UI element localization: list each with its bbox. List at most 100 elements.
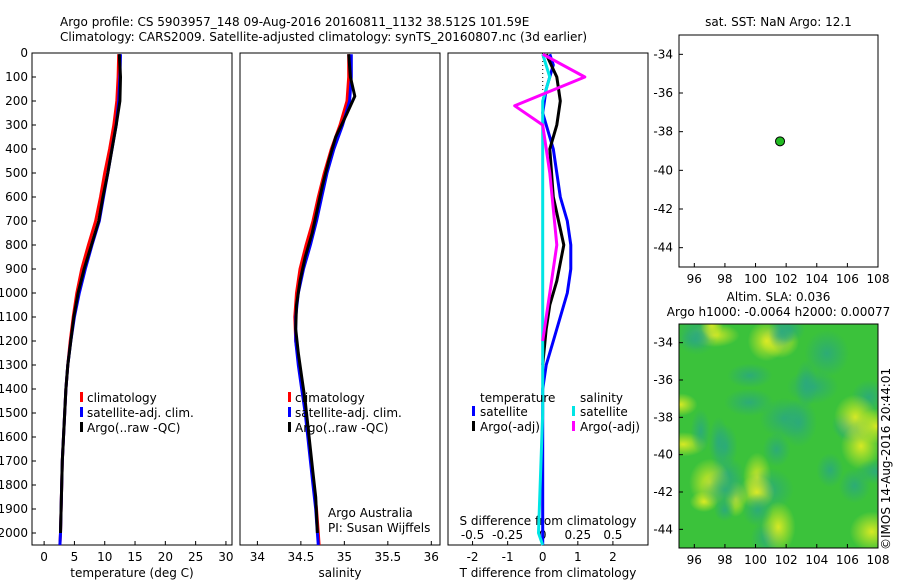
x-tick-label: 108 — [867, 553, 890, 567]
x-tick-label: 0 — [539, 550, 547, 564]
sla-blob — [804, 329, 850, 378]
y-tick-label: -42 — [653, 202, 673, 216]
annotation-text: Argo Australia — [328, 506, 413, 520]
y-tick-label: 1200 — [0, 334, 28, 348]
x-axis-label: salinity — [318, 566, 361, 580]
figure-title-line1: Argo profile: CS 5903957_148 09-Aug-2016… — [60, 15, 529, 29]
y-tick-label: -34 — [653, 47, 673, 61]
y-tick-label: -36 — [653, 86, 673, 100]
series-line — [537, 53, 552, 546]
sla-subtitle: Argo h1000: -0.0064 h2000: 0.00077 — [667, 305, 890, 319]
y-tick-label: 800 — [5, 238, 28, 252]
y-tick-label: -38 — [653, 410, 673, 424]
y-tick-label: -44 — [653, 522, 673, 536]
x-tick-label: 102 — [775, 553, 798, 567]
legend-swatch — [572, 406, 575, 416]
figure-title-line2: Climatology: CARS2009. Satellite-adjuste… — [60, 30, 587, 44]
difference-panel: -2 -1 0 1 2-0.5 -0.25 0 0.25 0.5S difference fro… — [447, 52, 649, 580]
legend-label: Argo(..raw -QC) — [87, 421, 180, 435]
x-tick-label: 100 — [744, 553, 767, 567]
series-line — [513, 52, 587, 342]
sla-blob — [742, 493, 774, 527]
series-line — [59, 54, 122, 534]
x-tick-label: 20 — [158, 550, 173, 564]
x-tick-label: 106 — [836, 553, 859, 567]
series-line — [58, 54, 122, 546]
legend-title: temperature — [480, 391, 555, 405]
salinity-panel: 34 34.5 35 35.5 36 salinity climatologysatelli… — [239, 52, 441, 580]
y-tick-label: 1900 — [0, 502, 28, 516]
y-tick-label: 700 — [5, 214, 28, 228]
x-tick-label: 15 — [127, 550, 142, 564]
location-panel: sat. SST: NaN Argo: 12.1 96 98 100 102 104 106… — [653, 15, 889, 286]
salinity-tick-label: -0.5 — [461, 528, 484, 542]
y-tick-label: 600 — [5, 190, 28, 204]
x-tick-label: 34.5 — [288, 550, 315, 564]
y-tick-label: 100 — [5, 70, 28, 84]
x-tick-label: 1 — [574, 550, 582, 564]
sla-blob — [690, 409, 711, 454]
legend-title: salinity — [580, 391, 623, 405]
x-tick-label: 96 — [687, 272, 702, 286]
salinity-tick-label: -0.25 — [492, 528, 523, 542]
y-tick-label: 1500 — [0, 406, 28, 420]
x-axis-label: temperature (deg C) — [70, 566, 193, 580]
legend-swatch — [80, 407, 83, 417]
legend-swatch — [472, 406, 475, 416]
sla-blob — [759, 397, 809, 439]
y-tick-label: -44 — [653, 241, 673, 255]
x-tick-label: 108 — [867, 272, 890, 286]
x-tick-label: 2 — [609, 550, 617, 564]
y-tick-label: -40 — [653, 163, 673, 177]
legend-swatch — [288, 392, 291, 402]
sla-blob — [708, 416, 730, 468]
legend-swatch — [572, 421, 575, 431]
series-line — [294, 54, 353, 546]
x-tick-label: 25 — [188, 550, 203, 564]
x-tick-label: 34 — [250, 550, 265, 564]
x-tick-label: 102 — [775, 272, 798, 286]
legend-label: satellite — [480, 405, 528, 419]
y-tick-label: -40 — [653, 448, 673, 462]
sla-blob — [679, 393, 698, 416]
sla-blob — [768, 324, 795, 353]
sla-blob — [680, 328, 711, 350]
x-tick-label: 5 — [71, 550, 79, 564]
sla-blob — [855, 458, 878, 485]
legend-swatch — [80, 392, 83, 402]
sla-blob — [849, 511, 878, 548]
sla-frame — [678, 323, 879, 549]
y-tick-label: 1700 — [0, 454, 28, 468]
legend-label: satellite — [580, 405, 628, 419]
x-tick-label: 98 — [717, 272, 732, 286]
sla-blob — [724, 388, 774, 417]
x-tick-label: 104 — [805, 272, 828, 286]
y-tick-label: 400 — [5, 142, 28, 156]
y-tick-label: 1100 — [0, 310, 28, 324]
sla-field — [679, 324, 878, 548]
y-tick-label: 1600 — [0, 430, 28, 444]
legend-label: Argo(-adj) — [580, 420, 640, 434]
sla-blob — [727, 363, 773, 388]
x-tick-label: 35 — [337, 550, 352, 564]
copyright-timestamp: ©IMOS 14-Aug-2016 20:44:01 — [879, 368, 893, 550]
y-tick-label: 1400 — [0, 382, 28, 396]
legend-label: climatology — [87, 391, 157, 405]
legend-swatch — [80, 422, 83, 432]
map-frame — [678, 34, 879, 268]
salinity-tick-label: 0.25 — [564, 528, 591, 542]
map-title: sat. SST: NaN Argo: 12.1 — [705, 15, 852, 29]
x-tick-label: -1 — [502, 550, 514, 564]
x-tick-label: 96 — [687, 553, 702, 567]
sla-blob — [816, 453, 844, 488]
y-tick-label: 500 — [5, 166, 28, 180]
salinity-axis-label: S difference from climatology — [460, 514, 637, 528]
legend-label: satellite-adj. clim. — [87, 406, 194, 420]
y-tick-label: -38 — [653, 125, 673, 139]
legend-label: satellite-adj. clim. — [295, 406, 402, 420]
sla-blob — [700, 470, 750, 510]
salinity-tick-label: 0.5 — [603, 528, 622, 542]
x-tick-label: 0 — [40, 550, 48, 564]
